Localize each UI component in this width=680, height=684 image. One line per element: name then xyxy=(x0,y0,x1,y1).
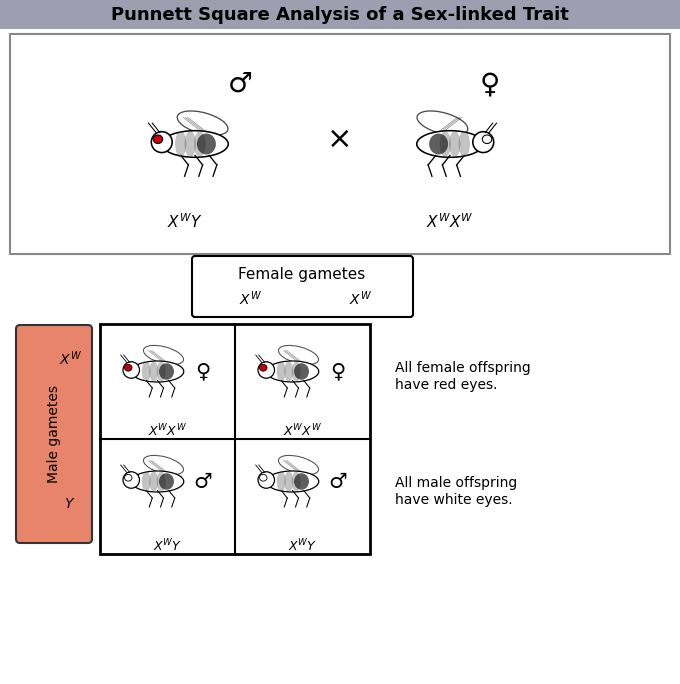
Ellipse shape xyxy=(260,475,267,481)
Ellipse shape xyxy=(260,365,267,371)
Ellipse shape xyxy=(279,345,318,365)
Ellipse shape xyxy=(267,471,319,492)
Ellipse shape xyxy=(123,472,139,488)
Text: $X^{W}$: $X^{W}$ xyxy=(349,290,371,308)
Ellipse shape xyxy=(277,361,286,382)
FancyBboxPatch shape xyxy=(16,325,92,543)
Text: ♂: ♂ xyxy=(328,471,347,492)
Ellipse shape xyxy=(294,473,309,490)
Ellipse shape xyxy=(267,361,319,382)
Ellipse shape xyxy=(143,456,184,475)
Text: Male gametes: Male gametes xyxy=(47,385,61,483)
Ellipse shape xyxy=(482,135,492,144)
Text: $X^{W}$: $X^{W}$ xyxy=(58,350,82,368)
Text: $X^{W}Y$: $X^{W}Y$ xyxy=(153,538,182,554)
Ellipse shape xyxy=(417,131,483,157)
Text: $X^{W}$: $X^{W}$ xyxy=(239,290,262,308)
Ellipse shape xyxy=(194,131,205,157)
Ellipse shape xyxy=(162,131,228,157)
Bar xyxy=(100,324,370,554)
Bar xyxy=(10,34,670,254)
Ellipse shape xyxy=(458,131,470,157)
Ellipse shape xyxy=(159,363,174,380)
Ellipse shape xyxy=(439,131,451,157)
Text: $X^{W}X^{W}$: $X^{W}X^{W}$ xyxy=(148,423,187,439)
Ellipse shape xyxy=(258,362,275,378)
Ellipse shape xyxy=(141,471,151,492)
Ellipse shape xyxy=(284,361,293,382)
Text: ♂: ♂ xyxy=(228,70,252,98)
Ellipse shape xyxy=(429,133,448,155)
Ellipse shape xyxy=(292,471,301,492)
Ellipse shape xyxy=(175,131,186,157)
Ellipse shape xyxy=(157,361,166,382)
Text: $X^{W}Y$: $X^{W}Y$ xyxy=(167,213,203,231)
FancyBboxPatch shape xyxy=(192,256,413,317)
Text: ×: × xyxy=(327,124,353,153)
Ellipse shape xyxy=(279,456,318,475)
Text: ♀: ♀ xyxy=(480,70,500,98)
Ellipse shape xyxy=(149,471,158,492)
Ellipse shape xyxy=(284,471,293,492)
Ellipse shape xyxy=(157,471,166,492)
Ellipse shape xyxy=(197,133,216,155)
Ellipse shape xyxy=(149,361,158,382)
Text: Punnett Square Analysis of a Sex-linked Trait: Punnett Square Analysis of a Sex-linked … xyxy=(111,6,569,24)
Text: $Y$: $Y$ xyxy=(65,497,75,511)
Ellipse shape xyxy=(123,362,139,378)
Ellipse shape xyxy=(449,131,460,157)
Text: $X^{W}X^{W}$: $X^{W}X^{W}$ xyxy=(426,213,474,231)
FancyBboxPatch shape xyxy=(0,0,680,29)
Text: ♂: ♂ xyxy=(193,471,212,492)
Ellipse shape xyxy=(124,475,132,481)
Text: All male offspring
have white eyes.: All male offspring have white eyes. xyxy=(395,476,517,507)
Text: Female gametes: Female gametes xyxy=(239,267,366,282)
Ellipse shape xyxy=(124,365,132,371)
Ellipse shape xyxy=(277,471,286,492)
Text: $X^{W}Y$: $X^{W}Y$ xyxy=(288,538,317,554)
Ellipse shape xyxy=(417,111,468,135)
Text: All female offspring
have red eyes.: All female offspring have red eyes. xyxy=(395,361,531,392)
Ellipse shape xyxy=(131,471,184,492)
Ellipse shape xyxy=(177,111,228,135)
Ellipse shape xyxy=(141,361,151,382)
Ellipse shape xyxy=(159,473,174,490)
Ellipse shape xyxy=(473,131,494,153)
Ellipse shape xyxy=(294,363,309,380)
Ellipse shape xyxy=(258,472,275,488)
Ellipse shape xyxy=(151,131,172,153)
Ellipse shape xyxy=(131,361,184,382)
Text: ♀: ♀ xyxy=(195,362,210,382)
Ellipse shape xyxy=(143,345,184,365)
Text: ♀: ♀ xyxy=(330,362,345,382)
Ellipse shape xyxy=(153,135,163,144)
Ellipse shape xyxy=(184,131,196,157)
Ellipse shape xyxy=(292,361,301,382)
Text: $X^{W}X^{W}$: $X^{W}X^{W}$ xyxy=(283,423,322,439)
